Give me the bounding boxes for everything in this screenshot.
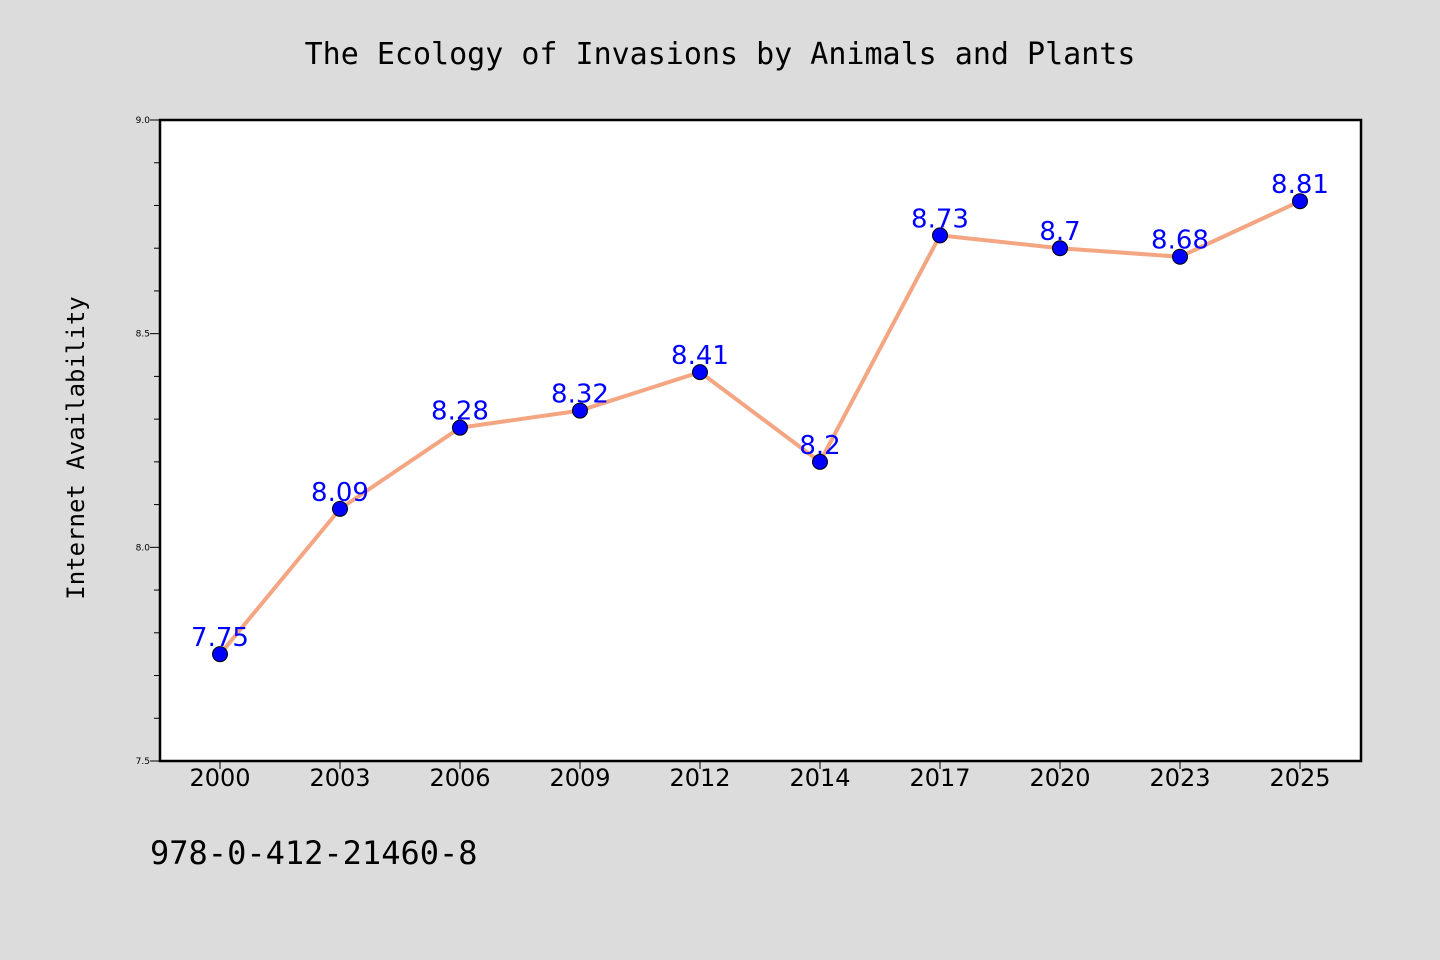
isbn-caption: 978-0-412-21460-8: [150, 834, 478, 872]
data-point: [812, 453, 828, 470]
data-label: 8.09: [311, 478, 369, 508]
data-label: 8.28: [431, 397, 489, 427]
x-tick-label: 2006: [429, 764, 490, 792]
data-label: 8.7: [1039, 217, 1080, 247]
x-tick-label: 2009: [549, 764, 610, 792]
data-label: 8.2: [799, 431, 840, 461]
data-point: [1172, 248, 1188, 265]
y-tick-label: 7.5: [136, 757, 150, 767]
data-point: [932, 227, 948, 244]
x-tick-label: 2003: [309, 764, 370, 792]
data-label: 8.32: [551, 380, 609, 410]
plot-area: [160, 120, 1361, 761]
data-point: [452, 419, 468, 436]
chart-title: The Ecology of Invasions by Animals and …: [305, 37, 1136, 72]
data-label: 8.68: [1151, 226, 1209, 256]
data-point: [332, 500, 348, 517]
data-label: 8.41: [671, 341, 729, 371]
series-layer: 7.75 8.09 8.28 8.32 8.41 8.2 8.73 8.7 8.68 8.81: [191, 170, 1329, 663]
data-point: [212, 646, 228, 663]
x-tick-label: 2000: [189, 764, 250, 792]
y-axis-label: Internet Availability: [62, 296, 90, 599]
plot-frame: [158, 118, 1363, 763]
x-axis: 2000 2003 2006 2009 2012 2014 2017 2020 2023 2025: [189, 761, 1331, 792]
x-tick-label: 2014: [789, 764, 850, 792]
y-axis: 7.5 8.0 8.5 9.0: [136, 116, 160, 767]
y-tick-label: 8.5: [136, 330, 150, 340]
data-label: 7.75: [191, 623, 249, 653]
y-tick-label: 8.0: [136, 543, 151, 553]
data-label: 8.73: [911, 204, 969, 234]
x-tick-label: 2023: [1149, 764, 1210, 792]
data-point: [1292, 193, 1308, 210]
y-tick-label: 9.0: [136, 116, 151, 126]
data-point: [572, 402, 588, 419]
x-tick-label: 2025: [1269, 764, 1330, 792]
x-tick-label: 2012: [669, 764, 730, 792]
x-tick-label: 2017: [909, 764, 970, 792]
data-label: 8.81: [1271, 170, 1329, 200]
x-tick-label: 2020: [1029, 764, 1090, 792]
series-line: [218, 199, 1302, 657]
data-point: [1052, 240, 1068, 257]
data-point: [692, 364, 708, 381]
